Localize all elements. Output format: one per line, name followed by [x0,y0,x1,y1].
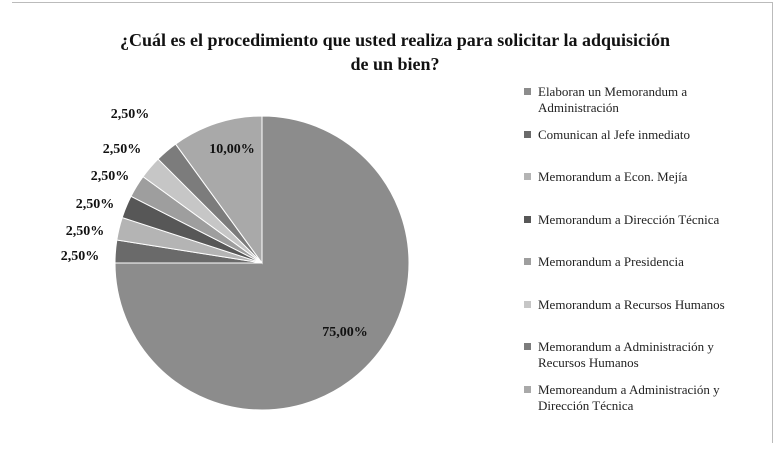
legend-item: Memorandum a Dirección Técnica [524,212,764,255]
data-label: 2,50% [66,224,105,239]
legend-label: Memoreandum a Administración y Dirección… [538,381,720,413]
legend-item: Memoreandum a Administración y Dirección… [524,382,764,425]
legend-item: Comunican al Jefe inmediato [524,127,764,170]
data-label: 2,50% [61,249,100,264]
legend-key [524,300,531,308]
legend-label: Elaboran un Memorandum a Administración [538,84,688,115]
legend-item: Elaboran un Memorandum a Administración [524,84,764,127]
legend-key [524,88,531,95]
chart-title: ¿Cuál es el procedimiento que usted real… [119,30,670,74]
legend-label: Memorandum a Presidencia [538,254,684,269]
data-label: 2,50% [103,142,142,157]
legend-label: Memorandum a Econ. Mejía [538,169,688,184]
legend-item: Memorandum a Administración y Recursos H… [524,339,764,382]
legend-label: Memorandum a Administración y Recursos H… [538,339,714,370]
data-label: 75,00% [322,325,368,340]
legend: Elaboran un Memorandum a Administración C… [524,84,764,424]
data-label: 10,00% [209,142,255,157]
legend-label: Memorandum a Dirección Técnica [538,211,720,227]
legend-key [524,385,531,393]
legend-key [524,258,531,265]
data-label: 2,50% [111,107,150,122]
data-label: 2,50% [91,169,130,184]
legend-item: Memorandum a Presidencia [524,254,764,297]
legend-label: Memorandum a Recursos Humanos [538,296,725,312]
data-label: 2,50% [76,197,115,212]
legend-key [524,343,531,350]
chart-frame [12,2,773,443]
legend-key [524,130,531,138]
legend-label: Comunican al Jefe inmediato [538,126,690,142]
legend-item: Memorandum a Econ. Mejía [524,169,764,212]
legend-item: Memorandum a Recursos Humanos [524,297,764,340]
legend-key [524,215,531,223]
pie-slice [174,115,263,265]
legend-key [524,173,531,180]
